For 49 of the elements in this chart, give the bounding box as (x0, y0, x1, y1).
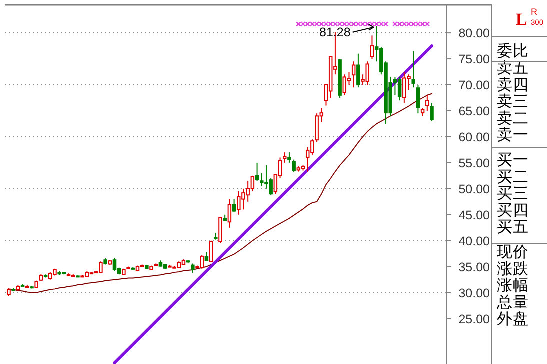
y-tick-label: 25.00 (458, 312, 490, 326)
y-tick-label: 45.00 (458, 208, 490, 222)
text: 外盘 (497, 310, 529, 328)
y-tick-label: 50.00 (458, 182, 490, 196)
candlestick (191, 263, 195, 274)
y-tick-label: 75.00 (458, 52, 490, 67)
text: 现价 (497, 243, 529, 262)
candlestick (218, 216, 222, 244)
text: 买三 (497, 184, 529, 203)
y-tick-label: 55.00 (458, 156, 490, 170)
text: 卖一 (497, 126, 529, 144)
candlestick (288, 152, 292, 164)
candlestick (282, 152, 287, 164)
candlestick (232, 198, 236, 213)
candlestick (292, 159, 296, 173)
y-tick-label: 70.00 (458, 78, 490, 93)
text: 买二 (497, 168, 529, 186)
text: 委比 (497, 42, 529, 60)
candlestick (342, 74, 347, 96)
y-tick-label: 35.00 (458, 260, 490, 274)
y-tick-label: 40.00 (458, 234, 490, 248)
candlestick (370, 35, 374, 60)
text: 买四 (497, 201, 529, 220)
text: 卖二 (497, 109, 529, 128)
y-tick-label: 80.00 (458, 26, 490, 41)
candlestick (356, 53, 360, 88)
annotation: 81.28 (320, 25, 351, 40)
text: 买五 (497, 218, 529, 236)
candlestick (352, 61, 356, 88)
candlestick (209, 240, 214, 263)
y-tick-label: 60.00 (458, 130, 490, 144)
candlestick (416, 84, 420, 114)
candlestick (430, 102, 434, 122)
candlestick (228, 198, 232, 228)
text: 涨跌 (497, 260, 529, 278)
text: L (516, 10, 528, 29)
candlestick (255, 162, 260, 182)
text: 总量 (496, 293, 529, 312)
text: 卖四 (497, 76, 529, 94)
y-tick-label: 30.00 (458, 286, 490, 300)
y-tick-label: 65.00 (458, 104, 490, 118)
candlestick (426, 94, 430, 112)
candlestick (112, 258, 117, 272)
candlestick (398, 76, 402, 102)
candlestick (412, 50, 416, 88)
text: R (531, 7, 538, 17)
text: 涨幅 (497, 276, 529, 295)
text: 卖三 (497, 92, 529, 111)
text: 买一 (497, 151, 529, 170)
